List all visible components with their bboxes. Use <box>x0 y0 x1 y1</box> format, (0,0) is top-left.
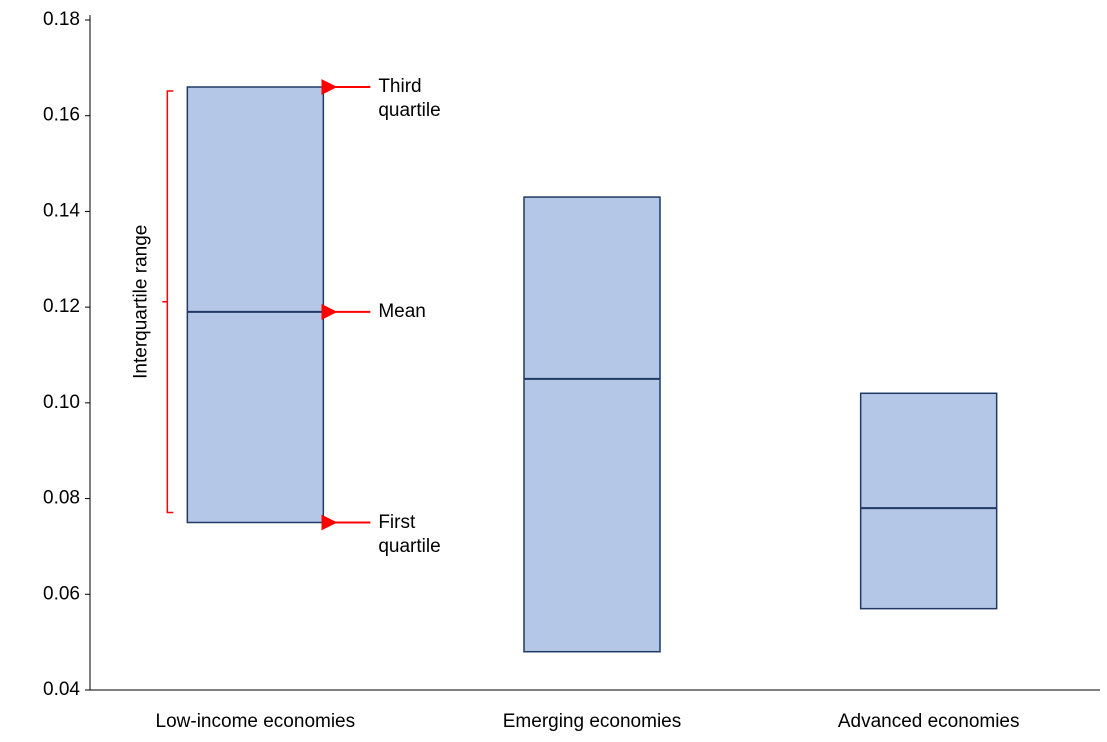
y-tick-label: 0.12 <box>43 296 80 317</box>
annotation: First quartile <box>378 511 441 557</box>
x-tick-label: Low-income economies <box>156 711 356 732</box>
annotation: Third quartile <box>378 76 441 121</box>
y-tick-label: 0.10 <box>43 392 80 413</box>
x-tick-label: Advanced economies <box>838 711 1020 732</box>
y-tick-label: 0.18 <box>43 9 80 30</box>
y-tick-label: 0.08 <box>43 488 80 509</box>
x-tick-label: Emerging economies <box>503 711 681 732</box>
bracket <box>162 90 174 514</box>
y-tick-label: 0.04 <box>43 679 80 700</box>
box <box>186 86 325 524</box>
box <box>859 392 998 610</box>
annotation: Mean <box>378 300 426 322</box>
bracket-label: Interquartile range <box>130 225 151 379</box>
y-tick-label: 0.14 <box>43 200 80 221</box>
box <box>523 196 661 653</box>
y-tick-label: 0.06 <box>43 583 80 604</box>
y-tick-label: 0.16 <box>43 105 80 126</box>
